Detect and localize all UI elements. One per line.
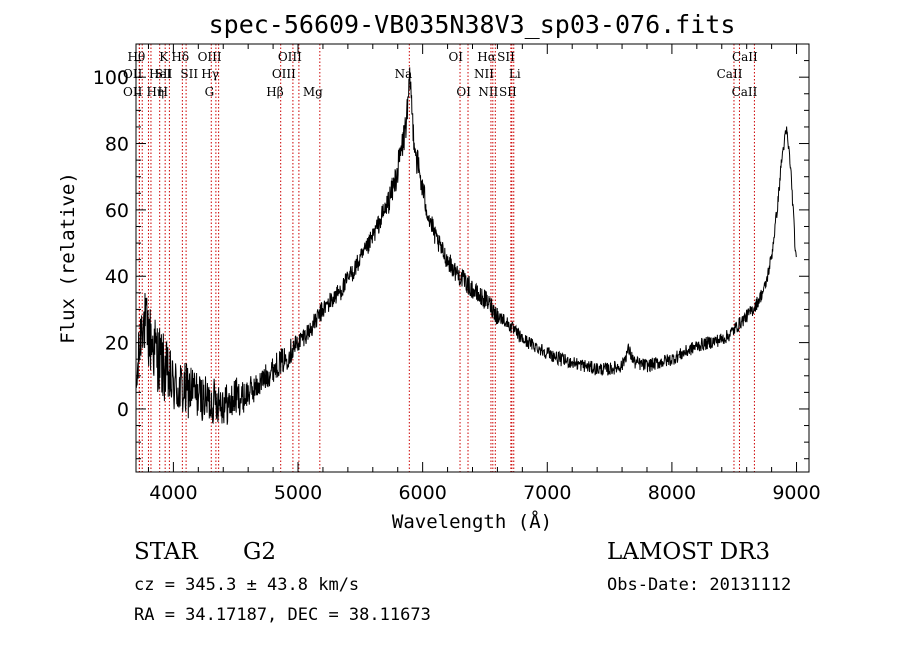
line-marker-label: CaII: [717, 67, 743, 81]
line-marker-label: CaII: [732, 85, 758, 99]
y-tick-label: 60: [105, 200, 129, 222]
line-markers: [138, 44, 755, 472]
object-subclass: G2: [243, 539, 276, 565]
x-tick-label: 5000: [274, 482, 322, 504]
line-marker-label: G: [205, 85, 215, 99]
plot-frame: [135, 43, 810, 473]
line-marker-label: OI: [456, 85, 471, 99]
observation-date: Obs-Date: 20131112: [607, 575, 791, 595]
y-tick-label: 0: [117, 399, 129, 421]
y-tick-label: 100: [93, 67, 129, 89]
line-marker-label: Li: [509, 67, 521, 81]
x-tick-label: 9000: [772, 482, 820, 504]
x-tick-label: 4000: [149, 482, 197, 504]
y-tick-label: 20: [105, 333, 129, 355]
line-marker-label: OII: [123, 85, 143, 99]
line-marker-label: Hγ: [201, 67, 219, 81]
line-marker-label: Hβ: [266, 85, 283, 99]
chart-title: spec-56609-VB035N38V3_sp03-076.fits: [209, 10, 736, 39]
object-class: STAR: [134, 539, 198, 565]
x-tick-label: 7000: [523, 482, 571, 504]
line-marker-label: SII: [180, 67, 198, 81]
x-axis-label: Wavelength (Å): [392, 510, 552, 533]
line-marker-label: Mg: [303, 85, 323, 99]
line-marker-label: HeI: [149, 67, 172, 81]
coordinates: RA = 34.17187, DEC = 38.11673: [134, 605, 431, 625]
line-marker-label: SII: [155, 67, 173, 81]
line-marker-label: SII: [497, 50, 515, 64]
spectrum-line: [135, 67, 797, 425]
line-marker-label: K: [159, 50, 169, 64]
line-marker-label: SII: [499, 85, 517, 99]
x-tick-label: 6000: [398, 482, 446, 504]
line-marker-label: Hα: [477, 50, 496, 64]
y-tick-label: 80: [105, 134, 129, 156]
y-tick-label: 40: [105, 266, 129, 288]
line-marker-label: OIII: [278, 50, 302, 64]
x-tick-label: 8000: [648, 482, 696, 504]
redshift-velocity: cz = 345.3 ± 43.8 km/s: [134, 575, 359, 595]
line-marker-label: CaII: [732, 50, 758, 64]
line-marker-label: OIII: [272, 67, 296, 81]
survey-name: LAMOST DR3: [607, 539, 770, 565]
line-marker-label: Hη: [146, 85, 164, 99]
line-marker-label: NII: [478, 85, 498, 99]
y-axis-ticks: 0 20 40 60 80 100: [93, 60, 809, 460]
line-marker-label: OI: [448, 50, 463, 64]
line-marker-label: NII: [474, 67, 494, 81]
line-marker-label: Hδ: [171, 50, 189, 64]
line-marker-label: Na: [395, 67, 413, 81]
x-axis-ticks: 4000 5000 6000 7000 8000 9000: [147, 44, 821, 504]
y-axis-label: Flux (relative): [57, 172, 79, 344]
line-marker-label: H: [158, 85, 168, 99]
line-marker-label: OIII: [198, 50, 222, 64]
